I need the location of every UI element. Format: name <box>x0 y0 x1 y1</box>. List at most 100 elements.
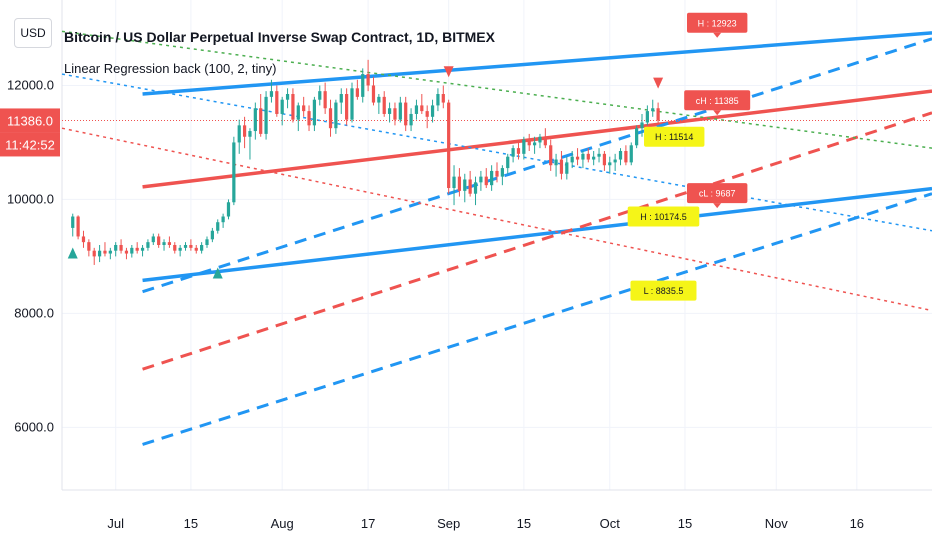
candle-body <box>500 168 504 177</box>
candle <box>463 173 467 203</box>
regression-line-3 <box>142 37 932 294</box>
x-tick-label: 16 <box>850 516 864 531</box>
candle-body <box>178 247 182 251</box>
candle-body <box>71 216 75 228</box>
x-tick-label: Jul <box>107 516 124 531</box>
level-label: H : 12923 <box>686 12 748 38</box>
candle-body <box>146 242 150 248</box>
candle <box>500 165 504 186</box>
candle <box>382 91 386 117</box>
candle <box>618 148 623 166</box>
y-tick-label: 12000.0 <box>7 77 54 92</box>
candle-body <box>516 148 521 154</box>
countdown-badge-text: 11:42:52 <box>5 137 55 152</box>
candle-body <box>522 139 526 154</box>
level-label-text: cL : 9687 <box>699 189 736 199</box>
candle-body <box>651 108 655 112</box>
candle-body <box>393 108 397 120</box>
candle <box>543 128 547 149</box>
level-label: cH : 11385 <box>684 90 751 116</box>
candle <box>92 247 96 265</box>
candle-body <box>387 108 392 114</box>
currency-button[interactable]: USD <box>14 18 52 48</box>
regression-line-4 <box>142 192 932 446</box>
candle-body <box>280 99 284 114</box>
candle <box>608 156 612 174</box>
candle-body <box>248 131 252 137</box>
candle-body <box>259 108 263 134</box>
x-tick-label: 15 <box>517 516 531 531</box>
candle <box>495 162 499 183</box>
candle-body <box>328 108 333 129</box>
current-price-badge: 11386.0 <box>0 108 60 133</box>
candle-body <box>232 142 236 203</box>
candle <box>216 219 220 234</box>
candle-body <box>597 153 601 157</box>
candle-body <box>495 170 499 177</box>
candle-body <box>414 105 419 114</box>
candle-body <box>162 242 166 245</box>
candle <box>441 85 445 109</box>
sell-arrow-icon <box>653 77 664 89</box>
candle <box>409 108 413 132</box>
candle-body <box>618 150 623 160</box>
regression-line-7 <box>61 73 932 232</box>
candle <box>592 150 596 166</box>
candle <box>194 245 198 254</box>
candle <box>635 125 639 149</box>
level-label-text: H : 10174.5 <box>640 212 687 222</box>
candle-body <box>216 222 220 231</box>
level-label: cL : 9687 <box>686 183 748 209</box>
candle-body <box>323 91 327 109</box>
level-label-text: L : 8835.5 <box>644 286 684 296</box>
candle <box>200 242 204 254</box>
candle <box>430 99 435 123</box>
candle-body <box>377 96 381 103</box>
candle-body <box>635 128 639 146</box>
candle <box>651 99 655 117</box>
candle <box>280 96 284 126</box>
candle <box>554 153 558 177</box>
candle-body <box>264 96 268 134</box>
candle-body <box>624 150 628 163</box>
candle <box>259 94 263 137</box>
candle <box>226 199 231 220</box>
candle-body <box>103 250 107 254</box>
candle <box>414 99 419 120</box>
y-tick-label: 6000.0 <box>14 419 54 434</box>
candle <box>205 236 209 248</box>
candle-body <box>345 94 349 120</box>
candle-body <box>312 99 317 126</box>
candle <box>629 142 633 166</box>
candle-body <box>554 159 558 166</box>
indicator-label: Linear Regression back (100, 2, tiny) <box>64 61 276 76</box>
candle <box>237 119 241 154</box>
candle <box>162 239 166 251</box>
candle <box>103 242 107 257</box>
candle-body <box>629 145 633 163</box>
regression-line-1 <box>142 186 932 283</box>
candle-body <box>565 162 569 174</box>
y-tick-label: 8000.0 <box>14 305 54 320</box>
y-axis: 12000.0 10000.0 8000.0 6000.0 <box>7 77 54 434</box>
candle <box>119 239 123 254</box>
candle <box>565 156 569 180</box>
level-label-text: cH : 11385 <box>696 96 739 106</box>
candle-body <box>339 94 343 103</box>
candle-body <box>173 245 177 251</box>
candle-body <box>602 153 607 166</box>
candle-body <box>157 236 161 245</box>
candle <box>398 96 402 123</box>
countdown-badge: 11:42:52 <box>0 132 60 157</box>
candle-body <box>237 125 241 143</box>
candle-body <box>592 156 596 160</box>
candle-body <box>640 122 644 129</box>
candle-body <box>490 170 494 186</box>
candle <box>350 82 354 123</box>
candle <box>318 85 322 106</box>
candle <box>393 102 397 126</box>
candle <box>532 136 537 154</box>
candle <box>291 88 295 123</box>
candle <box>124 247 129 260</box>
